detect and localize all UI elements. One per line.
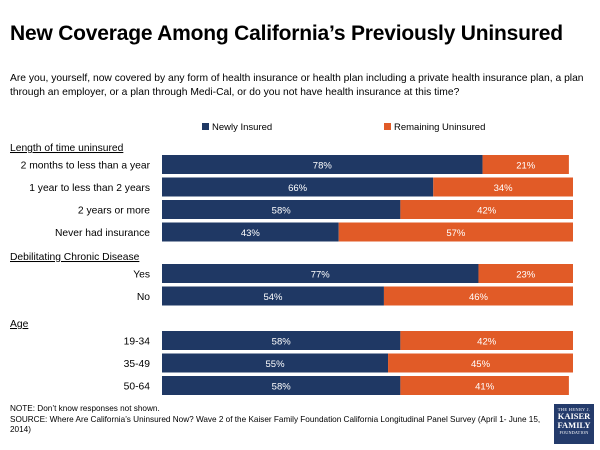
group-label: Length of time uninsured bbox=[10, 143, 124, 154]
bar-remaining-uninsured bbox=[383, 286, 573, 306]
bar-newly-insured bbox=[162, 177, 434, 197]
bar-newly-insured bbox=[162, 286, 384, 306]
footer-note: NOTE: Don’t know responses not shown. bbox=[10, 404, 160, 413]
bar-newly-insured bbox=[162, 376, 401, 395]
bar-newly-insured bbox=[162, 155, 483, 174]
logo-line-1: THE HENRY J. bbox=[557, 407, 591, 412]
data-label-newly: 58% bbox=[272, 382, 292, 393]
bar-newly-insured bbox=[162, 200, 401, 219]
category-label: Yes bbox=[133, 270, 150, 281]
survey-question: Are you, yourself, now covered by any fo… bbox=[10, 73, 584, 98]
logo-line-3: FAMILY bbox=[557, 420, 591, 430]
bar-newly-insured bbox=[162, 222, 339, 242]
data-label-newly: 77% bbox=[311, 270, 331, 281]
legend-swatch bbox=[384, 123, 391, 130]
kff-logo: THE HENRY J. KAISER FAMILY FOUNDATION bbox=[554, 404, 594, 444]
data-label-newly: 58% bbox=[272, 337, 292, 348]
group-label: Debilitating Chronic Disease bbox=[10, 252, 140, 263]
group-label: Age bbox=[10, 319, 29, 330]
footer: NOTE: Don’t know responses not shown. SO… bbox=[10, 404, 550, 436]
bar-newly-insured bbox=[162, 264, 479, 283]
chart-title: New Coverage Among California’s Previous… bbox=[10, 22, 563, 45]
legend-swatch bbox=[202, 123, 209, 130]
data-label-newly: 78% bbox=[313, 161, 333, 172]
category-label: 35-49 bbox=[124, 359, 151, 370]
data-label-newly: 55% bbox=[266, 359, 286, 370]
bar-remaining-uninsured bbox=[400, 200, 573, 219]
data-label-remaining: 34% bbox=[494, 183, 514, 194]
data-label-remaining: 46% bbox=[469, 292, 489, 303]
data-label-remaining: 41% bbox=[475, 382, 495, 393]
bar-remaining-uninsured bbox=[400, 331, 573, 350]
bar-remaining-uninsured bbox=[338, 222, 573, 242]
logo-line-2: KAISER bbox=[557, 411, 591, 421]
category-label: 2 years or more bbox=[78, 206, 150, 217]
bar-remaining-uninsured bbox=[433, 177, 573, 197]
bar-remaining-uninsured bbox=[478, 264, 573, 283]
category-label: 1 year to less than 2 years bbox=[29, 183, 150, 194]
bar-remaining-uninsured bbox=[482, 155, 569, 174]
stacked-bar-chart: Newly Insured Remaining Uninsured Length o… bbox=[10, 122, 573, 395]
bar-newly-insured bbox=[162, 331, 401, 350]
bar-newly-insured bbox=[162, 353, 389, 373]
data-label-remaining: 57% bbox=[446, 228, 466, 239]
bar-remaining-uninsured bbox=[400, 376, 569, 395]
category-label: No bbox=[137, 292, 150, 303]
category-label: 2 months to less than a year bbox=[21, 161, 151, 172]
legend-label: Remaining Uninsured bbox=[394, 122, 485, 133]
data-label-remaining: 23% bbox=[516, 270, 536, 281]
data-label-newly: 43% bbox=[241, 228, 261, 239]
category-label: 19-34 bbox=[124, 337, 151, 348]
logo-line-4: FOUNDATION bbox=[559, 430, 589, 435]
bar-remaining-uninsured bbox=[388, 353, 573, 373]
footer-source: SOURCE: Where Are California’s Uninsured… bbox=[10, 414, 541, 435]
data-label-remaining: 42% bbox=[477, 206, 497, 217]
data-label-remaining: 42% bbox=[477, 337, 497, 348]
data-label-newly: 58% bbox=[272, 206, 292, 217]
data-label-newly: 66% bbox=[288, 183, 308, 194]
data-label-remaining: 45% bbox=[471, 359, 491, 370]
data-label-remaining: 21% bbox=[516, 161, 536, 172]
category-label: Never had insurance bbox=[55, 228, 150, 239]
category-label: 50-64 bbox=[124, 382, 151, 393]
legend-label: Newly Insured bbox=[212, 122, 272, 133]
data-label-newly: 54% bbox=[263, 292, 283, 303]
